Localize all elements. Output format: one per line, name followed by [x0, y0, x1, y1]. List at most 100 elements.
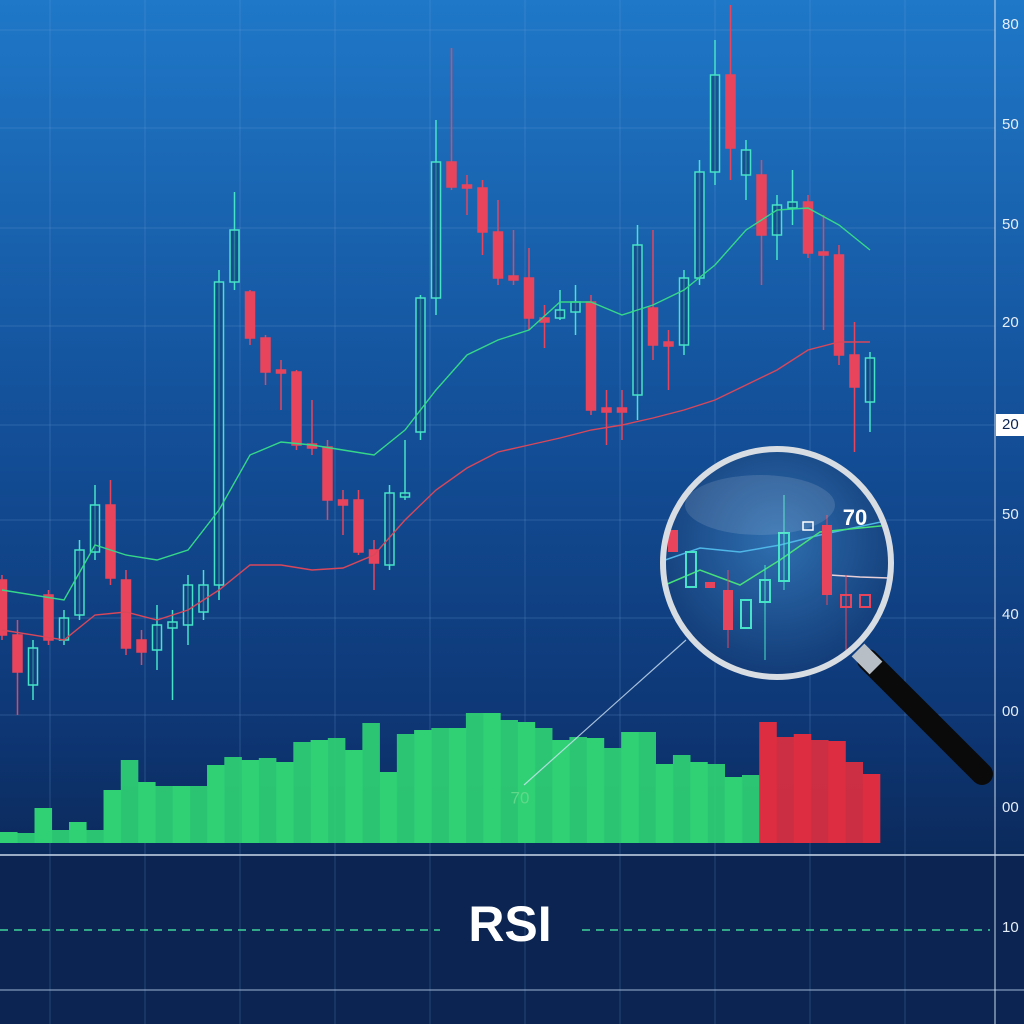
volume-bar	[258, 758, 277, 843]
axis-label: 20	[1002, 314, 1019, 331]
candle-body	[740, 149, 752, 176]
candle-body	[647, 307, 659, 346]
candle-body	[399, 492, 411, 498]
volume-bar	[759, 722, 777, 843]
candle-body	[43, 594, 54, 641]
candle-body	[818, 251, 829, 256]
axis-labels: 80 50 50 20 20 50 40 00 00 10	[996, 16, 1024, 936]
volume-bar	[17, 833, 35, 843]
volume-bar	[69, 822, 87, 843]
candle-body	[27, 647, 39, 686]
candle-body	[353, 499, 364, 553]
candle-body	[12, 634, 23, 673]
candle-body	[337, 499, 349, 506]
annotation: 70	[511, 788, 530, 807]
candle-body	[415, 297, 426, 433]
candle-body	[74, 549, 85, 616]
candle-body	[678, 277, 690, 346]
magnifier-handle	[857, 649, 993, 785]
candle-body	[508, 275, 519, 281]
candle-body	[0, 579, 8, 636]
volume-bar	[465, 713, 484, 843]
candle-body	[756, 174, 767, 236]
volume-bar	[189, 786, 208, 843]
candle-body	[694, 171, 705, 279]
candle-body	[384, 492, 395, 566]
axis-label: 50	[1002, 116, 1019, 133]
volume-bar	[310, 740, 329, 843]
candle-body	[601, 407, 612, 413]
volume-bar	[327, 738, 346, 843]
candle-body	[182, 584, 194, 626]
axis-label-box	[996, 414, 1024, 436]
candle-body	[89, 504, 101, 553]
candle-body	[632, 244, 643, 396]
volume-bar	[120, 760, 139, 843]
candle-body	[771, 204, 783, 236]
volume-bar	[672, 755, 691, 843]
volume-bar	[138, 782, 156, 843]
candle-body	[322, 446, 333, 501]
magnifier: 70	[660, 446, 993, 785]
volume-bar	[845, 762, 864, 843]
candle-body	[554, 309, 566, 319]
candle-body	[446, 161, 457, 188]
candle-body	[151, 624, 163, 651]
axis-label: 50	[1002, 216, 1019, 233]
lens	[665, 451, 889, 675]
candle-body	[167, 621, 178, 629]
volume-bar	[655, 764, 674, 843]
volume-bar	[345, 750, 363, 843]
moving-average	[1, 341, 870, 641]
volume-bar	[534, 728, 553, 843]
volume-bar	[362, 723, 380, 843]
indicator-label: RSI	[468, 896, 551, 952]
candle-body	[105, 504, 116, 579]
candle-body	[229, 229, 240, 283]
volume-bar	[34, 808, 53, 843]
axis-label: 40	[1002, 606, 1019, 623]
volume-bar	[862, 774, 881, 843]
volume-bar	[690, 762, 708, 843]
volume-bar	[741, 775, 760, 843]
volume-bar	[828, 741, 846, 843]
candle-body	[616, 407, 628, 413]
volume-bar	[621, 732, 639, 843]
axis-label: 00	[1002, 703, 1019, 720]
volume-bar	[707, 764, 726, 843]
volume-bar	[103, 790, 122, 843]
axis-label: 10	[1002, 919, 1019, 936]
candle-body	[787, 201, 798, 209]
volume-bar	[86, 830, 104, 843]
volume-bar	[483, 713, 501, 843]
candle-body	[477, 187, 488, 233]
background	[0, 0, 1024, 855]
volume-bar	[207, 765, 225, 843]
candle-body	[213, 281, 225, 586]
volume-bar	[776, 737, 795, 843]
candle-body	[198, 584, 209, 613]
candle-body	[802, 201, 814, 254]
candle-body	[864, 357, 876, 403]
indicator-panel	[0, 855, 1024, 1024]
volume-bar	[396, 734, 415, 843]
axis-label: 20	[1002, 416, 1019, 433]
candle-body	[709, 74, 721, 173]
volume-bar	[293, 742, 311, 843]
candle-body	[849, 354, 860, 388]
volume-bar	[500, 720, 518, 843]
candle-body	[244, 291, 256, 339]
volume-bar	[241, 760, 260, 843]
volume-bar	[0, 832, 18, 843]
volume-bar	[552, 740, 570, 843]
lens-label: 70	[843, 505, 867, 530]
axis-label: 00	[1002, 799, 1019, 816]
moving-average	[1, 207, 871, 601]
volume-bar	[603, 748, 622, 843]
volume-bar	[724, 777, 743, 843]
candle-body	[120, 579, 132, 649]
candle-body	[430, 161, 442, 299]
volume-bar	[276, 762, 294, 843]
volume-bar	[224, 757, 242, 843]
